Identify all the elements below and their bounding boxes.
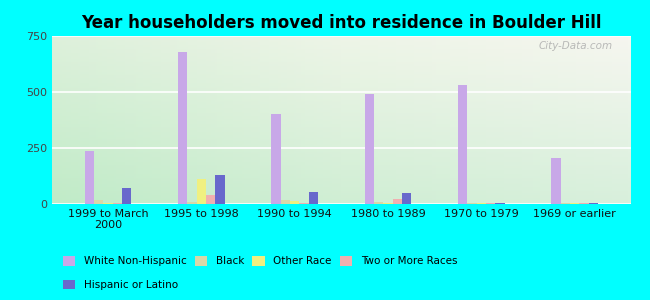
Bar bbox=[112, 203, 122, 204]
Bar bbox=[476, 203, 486, 204]
Bar bbox=[384, 203, 393, 204]
Legend: Hispanic or Latino: Hispanic or Latino bbox=[63, 280, 178, 290]
Bar bbox=[402, 193, 411, 204]
Bar bbox=[271, 114, 281, 204]
Bar bbox=[84, 152, 94, 204]
Bar bbox=[467, 203, 476, 204]
Bar bbox=[458, 85, 467, 204]
Bar bbox=[309, 192, 318, 204]
Bar bbox=[579, 203, 588, 204]
Bar bbox=[281, 200, 290, 204]
Bar bbox=[588, 203, 598, 204]
Bar bbox=[94, 200, 103, 204]
Bar bbox=[290, 201, 299, 204]
Title: Year householders moved into residence in Boulder Hill: Year householders moved into residence i… bbox=[81, 14, 601, 32]
Bar bbox=[197, 179, 206, 204]
Bar bbox=[560, 203, 570, 204]
Bar bbox=[299, 203, 309, 204]
Bar bbox=[374, 202, 383, 204]
Bar bbox=[495, 203, 504, 204]
Bar bbox=[570, 203, 579, 204]
Text: City-Data.com: City-Data.com bbox=[539, 41, 613, 51]
Bar bbox=[206, 196, 215, 204]
Bar bbox=[187, 202, 197, 204]
Bar bbox=[393, 199, 402, 204]
Bar bbox=[122, 188, 131, 204]
Bar bbox=[178, 52, 187, 204]
Bar bbox=[365, 94, 374, 204]
Bar bbox=[486, 203, 495, 204]
Bar bbox=[215, 175, 225, 204]
Bar bbox=[551, 158, 560, 204]
Bar bbox=[103, 203, 112, 204]
